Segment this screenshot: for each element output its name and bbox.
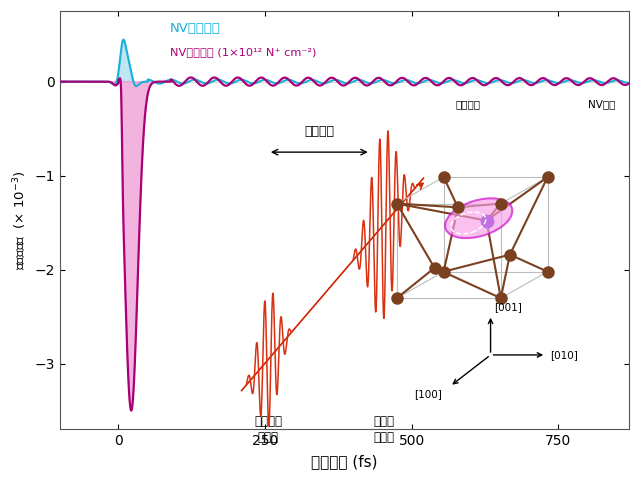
- Y-axis label: 反射率変化  ($\times$ 10$^{-3}$): 反射率変化 ($\times$ 10$^{-3}$): [11, 171, 29, 270]
- Text: プローブ
パルス: プローブ パルス: [254, 415, 282, 444]
- X-axis label: 遅延時間 (fs): 遅延時間 (fs): [311, 454, 378, 469]
- Text: ポンプ
パルス: ポンプ パルス: [374, 415, 395, 444]
- Text: 遅延時間: 遅延時間: [304, 125, 334, 138]
- Text: NV中心あり (1×10¹² N⁺ cm⁻²): NV中心あり (1×10¹² N⁺ cm⁻²): [170, 47, 316, 57]
- Text: NV中心なし: NV中心なし: [170, 22, 221, 35]
